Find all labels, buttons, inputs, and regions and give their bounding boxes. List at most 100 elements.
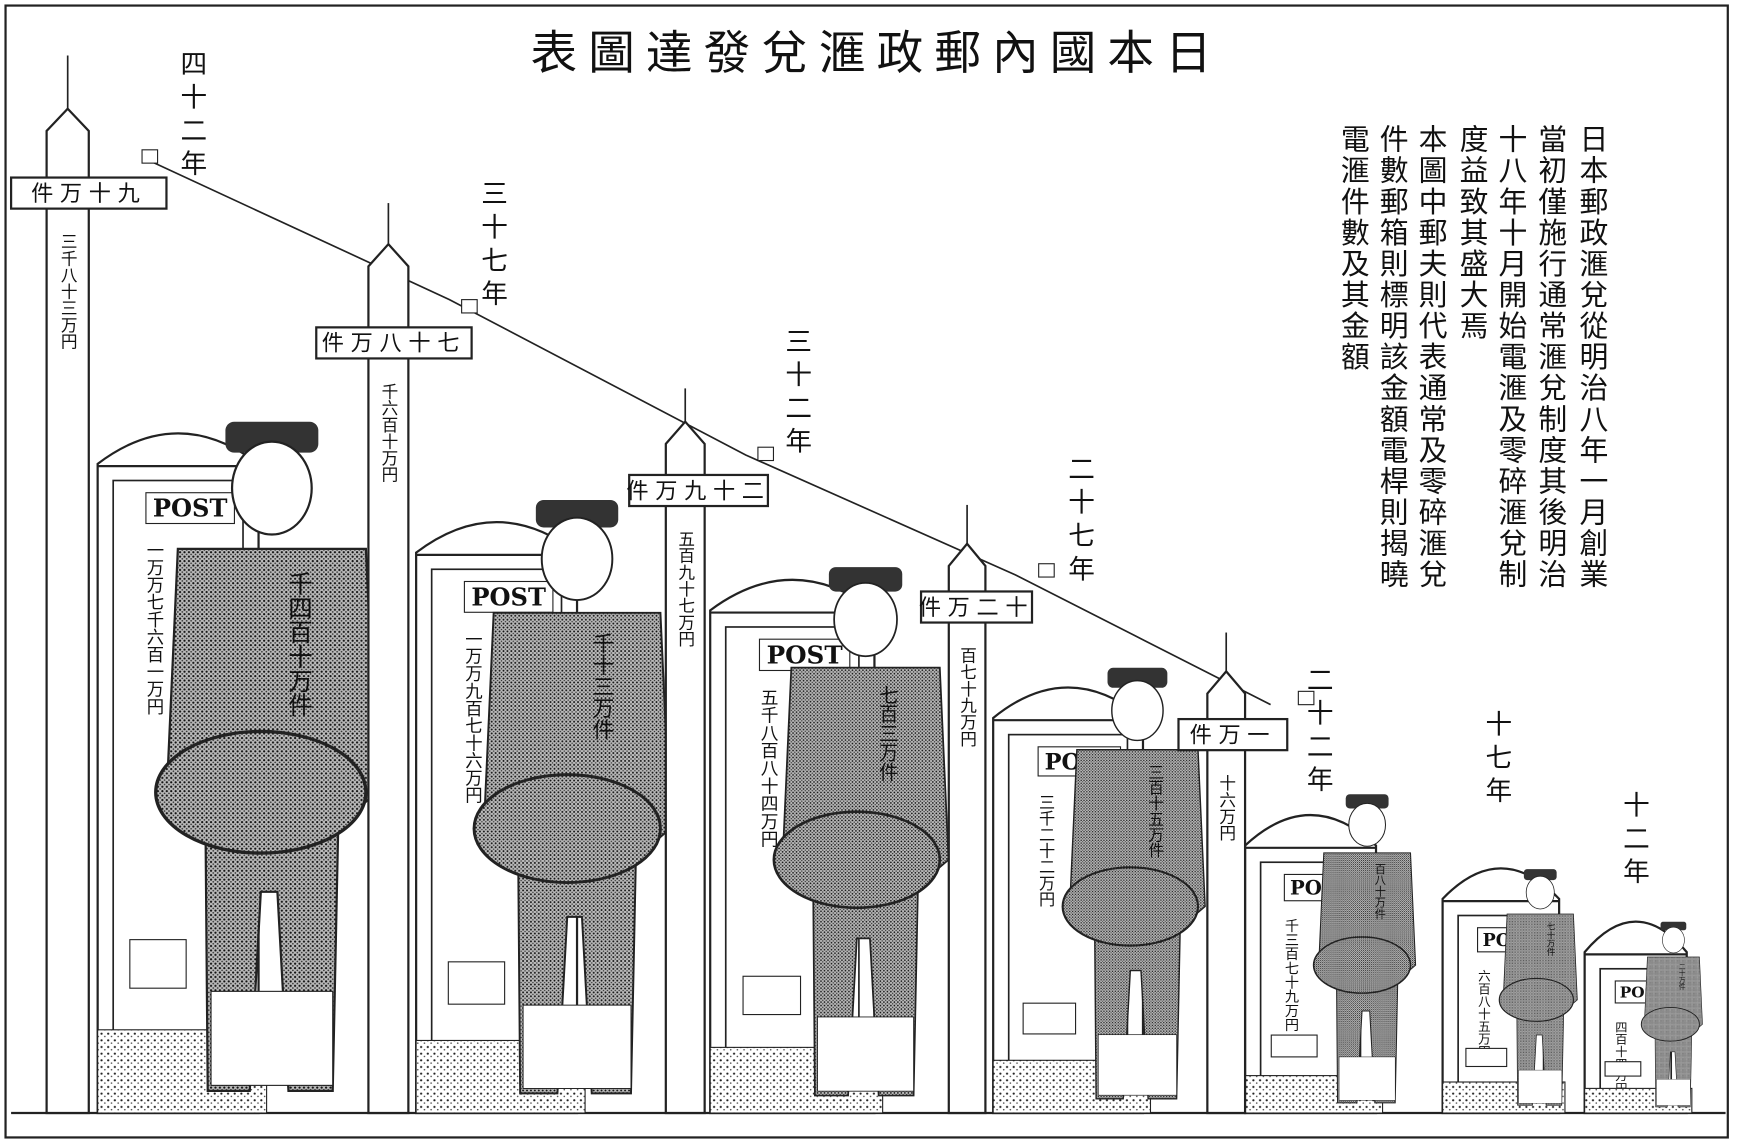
courier-bag	[1061, 866, 1200, 947]
courier-cap	[1107, 667, 1168, 688]
box-amount: 五千八百八十四万円	[758, 688, 779, 848]
pole-amount: 百七十九万円	[958, 647, 977, 748]
courier-cap	[828, 567, 903, 592]
box-amount: 一万万七千六百一万円	[144, 541, 164, 716]
courier-head	[230, 440, 313, 536]
courier-bag	[772, 810, 942, 910]
box-amount: 一万万九百七十六万円	[462, 630, 482, 805]
year-label: 三十二年	[780, 327, 811, 460]
courier-count: 百八十万件	[1373, 863, 1386, 920]
courier-boots	[1518, 1069, 1562, 1104]
courier: 千十三万件	[472, 500, 672, 1095]
pole-amount: 十六万円	[1217, 774, 1236, 842]
pole-count: 件万二十	[919, 595, 1034, 621]
courier-bag	[1640, 1006, 1700, 1042]
pole-sign	[315, 326, 473, 360]
courier-count: 千十三万件	[589, 632, 614, 740]
pole	[664, 420, 706, 1115]
courier-cap	[1345, 794, 1389, 809]
year-label: 十七年	[1480, 710, 1511, 810]
box-amount: 千三百七十九万円	[1283, 919, 1299, 1033]
pole	[45, 107, 90, 1115]
note-column: 本圖中郵夫則代表通常及零碎滙兌	[1415, 124, 1449, 590]
pole-sign	[919, 590, 1034, 624]
post-label: POST	[153, 494, 228, 523]
courier-count: 二十万件	[1677, 963, 1685, 991]
key-plate	[1270, 1034, 1318, 1058]
courier-head	[1111, 679, 1164, 742]
courier-head	[1662, 926, 1685, 954]
key-plate	[742, 975, 802, 1016]
pole-sign	[9, 176, 168, 210]
key-plate	[129, 939, 187, 989]
key-plate	[1022, 1002, 1077, 1035]
courier-cap	[535, 500, 619, 528]
box-amount: 三千二十二万円	[1036, 794, 1055, 908]
courier-bag	[472, 773, 662, 885]
insulator	[1297, 690, 1315, 706]
pole	[367, 242, 410, 1115]
courier: 千四百十万件	[154, 421, 379, 1093]
year-label: 四十二年	[175, 50, 206, 183]
note-column: 十八年十月開始電滙及零碎滙兌制	[1494, 124, 1528, 590]
courier-boots	[1097, 1034, 1177, 1096]
courier-bag	[154, 729, 368, 855]
pole-sign	[1177, 717, 1289, 752]
pole-count: 件万八十七	[322, 331, 466, 357]
courier-boots	[1656, 1079, 1691, 1106]
courier-bag	[1498, 977, 1575, 1022]
courier-count: 七十万件	[1545, 921, 1555, 957]
courier-cap	[1523, 869, 1557, 881]
key-plate	[447, 961, 506, 1005]
title: 表圖達發兌滙政郵內國本日	[531, 26, 1223, 80]
courier-boots	[817, 1016, 915, 1092]
note-column: 日本郵政滙兌從明治八年一月創業	[1575, 124, 1609, 590]
wire	[149, 160, 1271, 706]
key-plate	[1604, 1061, 1642, 1077]
courier: 百八十万件	[1312, 794, 1417, 1104]
pole-amount: 三千八十三万円	[58, 233, 77, 350]
pole	[947, 542, 987, 1115]
year-label: 三十七年	[476, 180, 507, 313]
note-column: 電滙件數及其金額	[1337, 124, 1371, 373]
pole-count: 件万十九	[31, 181, 146, 207]
pole-count: 件万一	[1190, 722, 1277, 748]
courier-cap	[1660, 921, 1687, 931]
insulator	[461, 299, 478, 314]
frame	[4, 4, 1729, 1139]
courier: 七十万件	[1498, 869, 1578, 1106]
post-plate	[758, 638, 851, 672]
year-label: 二十二年	[1302, 666, 1333, 799]
year-label: 二十七年	[1063, 455, 1094, 588]
insulator	[1038, 563, 1055, 578]
courier-count: 三百十五万件	[1146, 764, 1165, 858]
insulator	[141, 149, 159, 164]
courier-head	[1525, 875, 1555, 910]
box-amount: 六百八十五万円	[1476, 970, 1491, 1059]
pole-amount: 千六百十万円	[379, 382, 398, 483]
pole-sign	[628, 473, 770, 508]
courier-bag	[1312, 936, 1412, 994]
courier-head	[540, 516, 614, 602]
box-amount: 四百十四万円	[1613, 1021, 1627, 1094]
key-plate	[1465, 1047, 1508, 1068]
courier-count: 千四百十万件	[285, 571, 314, 717]
note-column: 度益致其盛大焉	[1456, 124, 1490, 342]
post-plate	[463, 580, 554, 613]
pole	[1206, 669, 1247, 1115]
courier-head	[833, 581, 898, 658]
courier: 二十万件	[1640, 921, 1703, 1108]
pole-amount: 五百九十七万円	[676, 530, 695, 647]
courier: 七百三万件	[772, 567, 950, 1097]
post-label: POST	[767, 640, 844, 669]
year-label: 十二年	[1618, 791, 1649, 891]
note-column: 件數郵箱則標明該金額電桿則揭曉	[1376, 124, 1410, 590]
post-plate	[145, 492, 235, 525]
courier-boots	[522, 1004, 632, 1090]
courier-boots	[1338, 1056, 1396, 1101]
courier: 三百十五万件	[1061, 667, 1206, 1100]
courier-count: 七百三万件	[876, 685, 899, 781]
courier-cap	[225, 421, 319, 453]
courier-head	[1348, 802, 1387, 847]
